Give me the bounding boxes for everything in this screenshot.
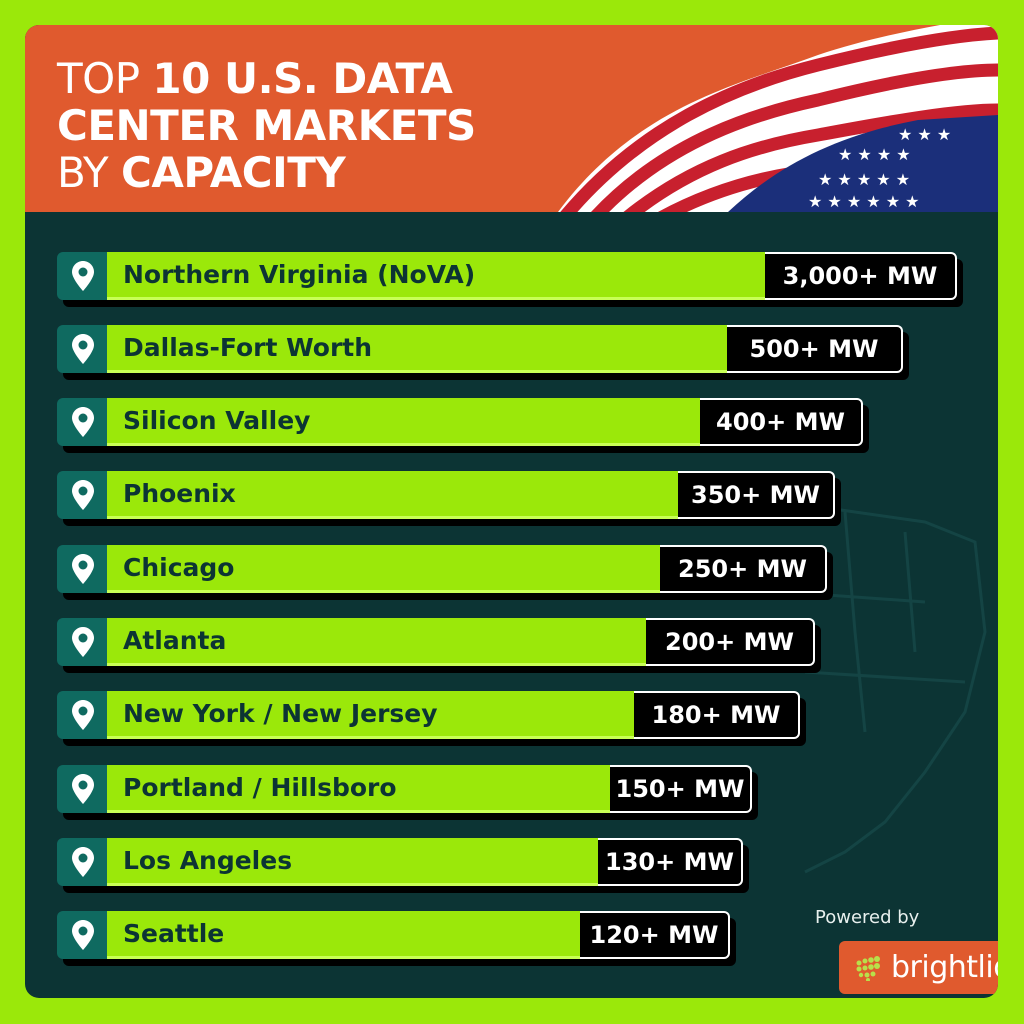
svg-text:★ ★ ★ ★ ★: ★ ★ ★ ★ ★ <box>818 170 910 189</box>
value-label: 180+ MW <box>634 691 800 739</box>
location-pin-icon <box>57 471 109 519</box>
location-pin-icon <box>57 911 109 959</box>
bar: New York / New Jersey <box>107 691 634 739</box>
infographic-card: TOP 10 U.S. DATA CENTER MARKETS BY CAPAC… <box>25 25 998 998</box>
brightlio-dots-icon <box>856 955 880 981</box>
svg-text:★ ★ ★ ★: ★ ★ ★ ★ <box>838 145 911 164</box>
title-text: TOP <box>57 54 153 103</box>
value-label: 250+ MW <box>660 545 827 593</box>
bar: Northern Virginia (NoVA) <box>107 252 765 300</box>
bar: Phoenix <box>107 471 678 519</box>
location-pin-icon <box>57 618 109 666</box>
value-label: 130+ MW <box>598 838 743 886</box>
location-pin-icon <box>57 691 109 739</box>
value-label: 3,000+ MW <box>765 252 957 300</box>
brand-name: brightlio <box>891 950 998 985</box>
title-text: CENTER MARKETS <box>57 101 476 150</box>
value-label: 120+ MW <box>580 911 730 959</box>
bar: Silicon Valley <box>107 398 700 446</box>
svg-text:★ ★ ★ ★ ★ ★: ★ ★ ★ ★ ★ ★ <box>808 192 920 211</box>
location-pin-icon <box>57 765 109 813</box>
value-label: 400+ MW <box>700 398 863 446</box>
location-pin-icon <box>57 252 109 300</box>
title-text: 10 U.S. DATA <box>152 54 453 103</box>
brightlio-logo: brightlio <box>839 941 998 994</box>
bar: Dallas-Fort Worth <box>107 325 727 373</box>
powered-by-label: Powered by <box>815 907 920 928</box>
title-text: CAPACITY <box>121 148 346 197</box>
location-pin-icon <box>57 838 109 886</box>
us-flag-image: ★ ★ ★ ★ ★ ★ ★ ★ ★ ★ ★ ★ ★ ★ ★ ★ ★ ★ <box>558 25 998 212</box>
bar: Seattle <box>107 911 580 959</box>
value-label: 200+ MW <box>646 618 815 666</box>
bar: Portland / Hillsboro <box>107 765 610 813</box>
bar: Los Angeles <box>107 838 598 886</box>
value-label: 150+ MW <box>610 765 752 813</box>
title-text: BY <box>57 148 122 197</box>
svg-text:★ ★ ★: ★ ★ ★ <box>898 125 951 144</box>
location-pin-icon <box>57 325 109 373</box>
value-label: 500+ MW <box>727 325 903 373</box>
bar: Chicago <box>107 545 660 593</box>
value-label: 350+ MW <box>678 471 835 519</box>
location-pin-icon <box>57 398 109 446</box>
location-pin-icon <box>57 545 109 593</box>
header-banner: TOP 10 U.S. DATA CENTER MARKETS BY CAPAC… <box>25 25 998 212</box>
page-title: TOP 10 U.S. DATA CENTER MARKETS BY CAPAC… <box>57 55 476 196</box>
bar: Atlanta <box>107 618 646 666</box>
